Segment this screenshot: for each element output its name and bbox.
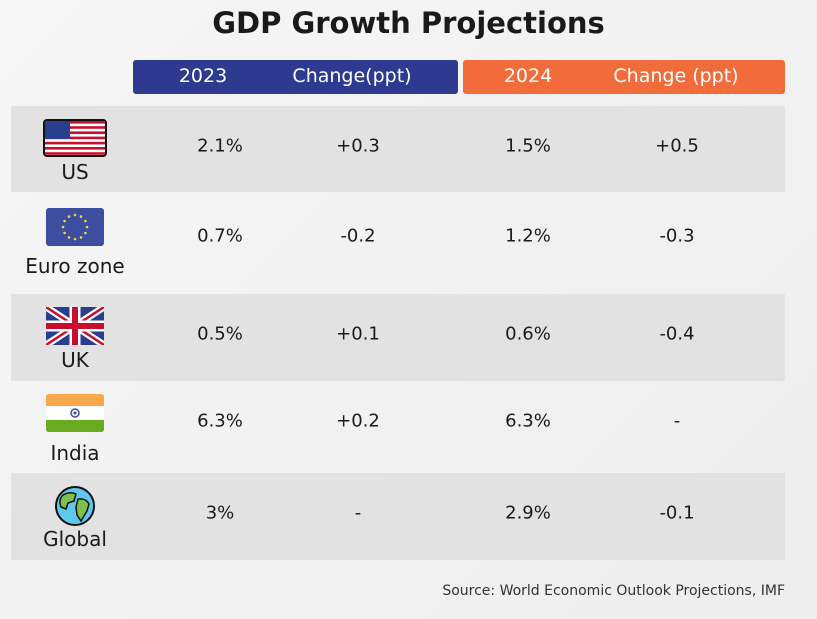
table-cell: -: [354, 502, 362, 524]
header-2023: 2023: [178, 65, 228, 87]
country-name: UK: [61, 348, 89, 372]
country-name: Euro zone: [25, 254, 125, 278]
header-2024: 2024: [503, 65, 553, 87]
table-row: India 6.3% +0.2 6.3% -: [11, 381, 785, 473]
table-cell: -: [673, 410, 681, 432]
table-cell: 0.5%: [197, 323, 243, 345]
table-cell: +0.5: [655, 135, 699, 157]
table-row: UK 0.5% +0.1 0.6% -0.4: [11, 294, 785, 381]
table-cell: 2.1%: [197, 135, 243, 157]
header-change-2023: Change(ppt): [292, 65, 412, 87]
country-name: US: [61, 160, 89, 184]
source-note: Source: World Economic Outlook Projectio…: [442, 583, 785, 599]
table-row: US 2.1% +0.3 1.5% +0.5: [11, 106, 785, 192]
table-cell: 6.3%: [197, 410, 243, 432]
uk-flag-icon: [44, 304, 106, 349]
table-cell: 1.5%: [505, 135, 551, 157]
table-cell: -0.3: [659, 225, 695, 247]
table-cell: +0.2: [336, 410, 380, 432]
table-row: Euro zone 0.7% -0.2 1.2% -0.3: [11, 192, 785, 294]
table-cell: +0.3: [336, 135, 380, 157]
country-name: Global: [43, 527, 107, 551]
table-cell: -0.4: [659, 323, 695, 345]
country-name: India: [50, 441, 100, 465]
table-cell: 0.7%: [197, 225, 243, 247]
header-2023-group: 2023 Change(ppt): [133, 60, 458, 94]
table-cell: 3%: [205, 502, 235, 524]
india-flag-icon: [46, 394, 104, 436]
table-cell: 0.6%: [505, 323, 551, 345]
table-row: Global 3% - 2.9% -0.1: [11, 473, 785, 560]
table-cell: 2.9%: [505, 502, 551, 524]
header-2024-group: 2024 Change (ppt): [463, 60, 785, 94]
globe-icon: [54, 485, 96, 531]
table-cell: 6.3%: [505, 410, 551, 432]
us-flag-icon: [43, 119, 107, 161]
page-title: GDP Growth Projections: [212, 6, 605, 40]
header-change-2024: Change (ppt): [613, 65, 739, 87]
table-cell: -0.2: [340, 225, 376, 247]
table-cell: +0.1: [336, 323, 380, 345]
table-cell: 1.2%: [505, 225, 551, 247]
table-cell: -0.1: [659, 502, 695, 524]
eu-flag-icon: [46, 208, 104, 250]
